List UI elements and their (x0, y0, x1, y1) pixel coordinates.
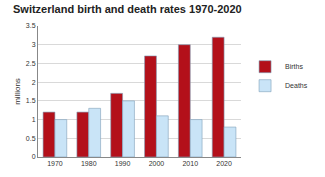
svg-text:3: 3 (32, 41, 36, 48)
svg-text:1.5: 1.5 (26, 97, 36, 104)
svg-text:0.5: 0.5 (26, 135, 36, 142)
svg-text:Deaths: Deaths (285, 82, 308, 89)
svg-text:0: 0 (32, 153, 36, 160)
svg-text:2.5: 2.5 (26, 60, 36, 67)
svg-text:3.5: 3.5 (26, 22, 36, 29)
svg-text:Switzerland birth and death ra: Switzerland birth and death rates 1970-2… (13, 3, 242, 15)
svg-text:2000: 2000 (149, 160, 165, 167)
svg-text:1: 1 (32, 116, 36, 123)
svg-text:1990: 1990 (115, 160, 131, 167)
svg-text:2: 2 (32, 79, 36, 86)
svg-text:1980: 1980 (81, 160, 97, 167)
svg-text:Births: Births (285, 63, 303, 70)
svg-text:2020: 2020 (216, 160, 232, 167)
svg-text:1970: 1970 (47, 160, 63, 167)
svg-text:millions: millions (13, 78, 22, 105)
svg-text:2010: 2010 (182, 160, 198, 167)
